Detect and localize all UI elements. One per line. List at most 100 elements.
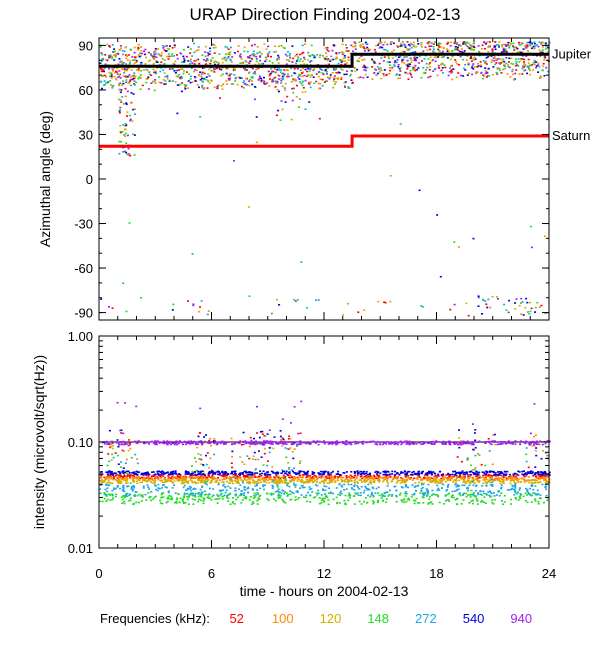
azimuth-point bbox=[268, 78, 271, 80]
intensity-point bbox=[421, 486, 424, 489]
intensity-point bbox=[415, 489, 417, 492]
intensity-point bbox=[239, 472, 242, 474]
azimuth-point bbox=[110, 72, 112, 75]
intensity-point bbox=[169, 473, 172, 476]
intensity-point bbox=[523, 479, 526, 482]
intensity-point bbox=[167, 491, 170, 494]
intensity-point bbox=[197, 495, 200, 498]
azimuth-point bbox=[108, 71, 111, 74]
azimuth-point bbox=[101, 68, 104, 71]
intensity-point bbox=[543, 501, 545, 504]
azimuth-point bbox=[422, 67, 425, 69]
intensity-point bbox=[127, 485, 130, 487]
intensity-point bbox=[280, 480, 283, 482]
intensity-point bbox=[338, 475, 341, 477]
azimuth-point bbox=[520, 51, 523, 54]
intensity-point bbox=[267, 499, 270, 501]
intensity-point bbox=[406, 476, 409, 478]
intensity-point bbox=[118, 482, 121, 485]
azimuth-point bbox=[164, 50, 167, 52]
intensity-point bbox=[379, 472, 382, 475]
intensity-point bbox=[474, 473, 477, 475]
intensity-point bbox=[332, 479, 335, 481]
intensity-point bbox=[479, 490, 482, 493]
azimuth-point bbox=[544, 42, 547, 44]
azimuth-point bbox=[389, 69, 392, 72]
intensity-point bbox=[502, 503, 505, 505]
intensity-point bbox=[146, 481, 149, 483]
intensity-point bbox=[378, 479, 381, 482]
intensity-point bbox=[197, 453, 200, 455]
intensity-point bbox=[105, 471, 108, 473]
intensity-point bbox=[285, 482, 287, 484]
intensity-point bbox=[182, 500, 185, 503]
intensity-point bbox=[197, 493, 200, 495]
intensity-point bbox=[327, 503, 330, 506]
intensity-point bbox=[210, 476, 213, 479]
intensity-point bbox=[296, 498, 299, 501]
intensity-point bbox=[159, 499, 162, 502]
azimuth-point bbox=[438, 42, 441, 44]
azimuth-point bbox=[332, 44, 335, 47]
azimuth-point bbox=[525, 297, 528, 300]
intensity-point bbox=[417, 475, 420, 477]
azimuth-point bbox=[344, 86, 346, 88]
intensity-point bbox=[480, 463, 483, 466]
intensity-point bbox=[139, 477, 142, 480]
intensity-point bbox=[467, 474, 470, 476]
azimuth-point bbox=[401, 61, 404, 64]
azimuth-point bbox=[154, 70, 157, 72]
azimuth-point bbox=[239, 56, 242, 58]
intensity-point bbox=[271, 484, 274, 487]
intensity-point bbox=[163, 481, 166, 483]
intensity-point bbox=[342, 476, 345, 479]
azimuth-point bbox=[276, 58, 279, 60]
azimuth-point bbox=[214, 63, 217, 66]
intensity-point bbox=[264, 435, 267, 438]
intensity-point bbox=[111, 473, 114, 476]
intensity-point bbox=[534, 475, 537, 477]
intensity-point bbox=[500, 492, 503, 495]
intensity-point bbox=[475, 495, 477, 497]
intensity-point bbox=[452, 470, 455, 473]
azimuth-axis-label: Azimuthal angle (deg) bbox=[37, 111, 53, 247]
intensity-point bbox=[516, 491, 519, 494]
intensity-point bbox=[124, 476, 127, 479]
intensity-point bbox=[229, 476, 231, 478]
azimuth-point bbox=[521, 42, 524, 45]
intensity-point bbox=[369, 481, 372, 483]
intensity-point bbox=[459, 474, 462, 477]
azimuth-point bbox=[212, 69, 215, 71]
azimuth-point bbox=[244, 67, 247, 70]
azimuth-point bbox=[251, 83, 254, 86]
intensity-point bbox=[537, 472, 540, 474]
intensity-point bbox=[341, 479, 344, 481]
intensity-point bbox=[391, 480, 394, 482]
intensity-point bbox=[476, 500, 479, 502]
intensity-point bbox=[527, 476, 530, 478]
azimuth-point bbox=[126, 134, 129, 137]
azimuth-point bbox=[487, 55, 490, 58]
azimuth-point bbox=[295, 60, 298, 62]
intensity-point bbox=[224, 475, 227, 477]
azimuth-point bbox=[173, 70, 176, 72]
azimuth-point bbox=[163, 72, 166, 74]
intensity-point bbox=[462, 481, 465, 483]
azimuth-point bbox=[203, 72, 206, 75]
intensity-point bbox=[429, 502, 432, 504]
azimuth-point bbox=[513, 49, 516, 51]
intensity-point bbox=[380, 497, 383, 499]
azimuth-point bbox=[239, 62, 242, 64]
intensity-point bbox=[257, 458, 260, 461]
azimuth-point bbox=[323, 81, 326, 83]
azimuth-point bbox=[129, 114, 131, 117]
azimuth-point bbox=[132, 59, 134, 62]
intensity-point bbox=[141, 472, 143, 475]
azimuth-point bbox=[204, 55, 207, 58]
azimuth-point bbox=[481, 44, 484, 47]
intensity-point bbox=[339, 476, 342, 478]
intensity-point bbox=[270, 480, 273, 483]
azimuth-point bbox=[128, 74, 131, 76]
azimuth-point bbox=[172, 62, 175, 65]
intensity-point bbox=[395, 481, 398, 484]
